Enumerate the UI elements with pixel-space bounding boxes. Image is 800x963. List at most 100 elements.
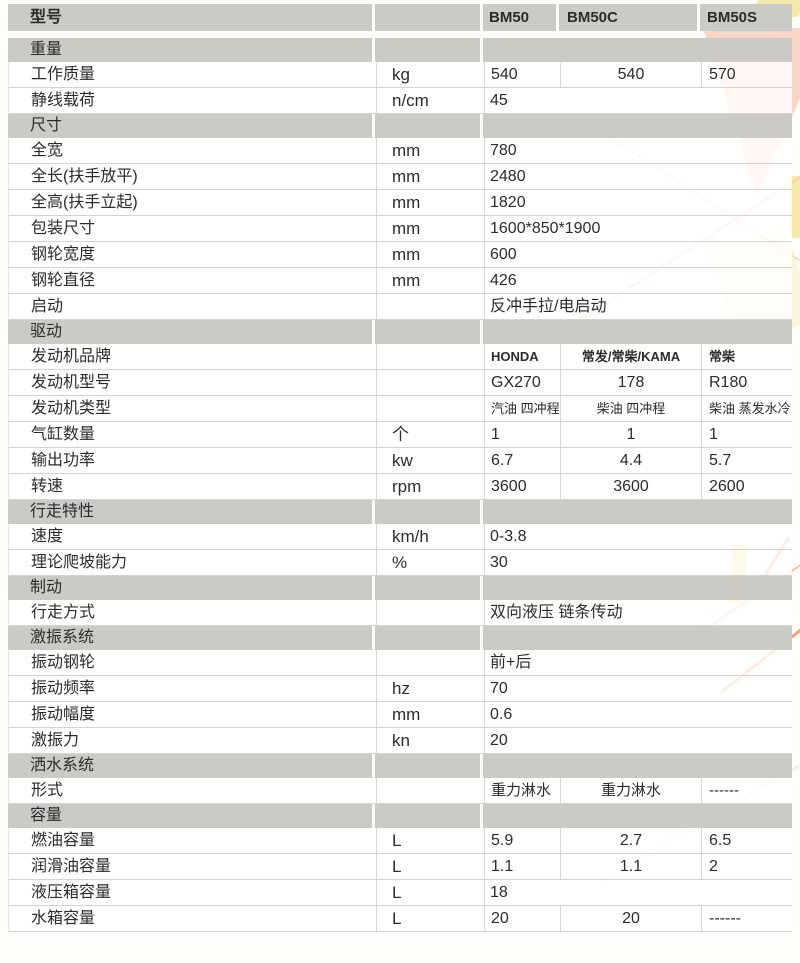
row-value-all-models: 780 xyxy=(484,138,793,163)
row-unit: mm xyxy=(376,164,484,189)
model-header-bm50s: BM50S xyxy=(700,4,792,31)
row-unit: % xyxy=(376,550,484,575)
row-value-bm50c: 540 xyxy=(560,62,701,87)
row-unit: mm xyxy=(376,242,484,267)
row-value-all-models: 2480 xyxy=(484,164,793,189)
row-unit: L xyxy=(376,880,484,905)
row-value-bm50: 1 xyxy=(484,422,560,447)
row-label: 液压箱容量 xyxy=(31,884,112,901)
row-label: 振动频率 xyxy=(31,680,96,697)
row-label: 发动机类型 xyxy=(31,400,112,417)
row-unit: mm xyxy=(376,190,484,215)
row-label: 启动 xyxy=(31,298,64,315)
section-bar-segment xyxy=(483,500,792,524)
row-unit: rpm xyxy=(376,474,484,499)
section-bar-segment xyxy=(375,500,483,524)
section-bar-segment xyxy=(483,804,792,828)
row-unit: n/cm xyxy=(376,88,484,113)
section-bar-segment xyxy=(483,320,792,344)
row-unit: mm xyxy=(376,216,484,241)
row-value-bm50s: ------ xyxy=(701,778,793,803)
spec-row: 振动钢轮 前+后 xyxy=(8,650,792,676)
row-value-bm50: 6.7 xyxy=(484,448,560,473)
row-label: 全长(扶手放平) xyxy=(31,168,138,185)
row-value-bm50s: 2 xyxy=(701,854,793,879)
row-label: 发动机品牌 xyxy=(31,348,112,365)
row-value-bm50s: 570 xyxy=(701,62,793,87)
section-bar-segment xyxy=(375,320,483,344)
row-value-all-models: 双向液压 链条传动 xyxy=(484,600,793,625)
row-value-all-models: 1600*850*1900 xyxy=(484,216,793,241)
section-title: 激振系统 xyxy=(8,626,375,650)
row-label: 发动机型号 xyxy=(31,374,112,391)
row-label: 钢轮直径 xyxy=(31,272,96,289)
row-unit: hz xyxy=(376,676,484,701)
section-title: 重量 xyxy=(8,38,375,62)
row-label: 润滑油容量 xyxy=(31,858,112,875)
row-label: 水箱容量 xyxy=(31,910,96,927)
section-header: 激振系统 xyxy=(8,626,792,650)
row-unit: kn xyxy=(376,728,484,753)
spec-row: 全高(扶手立起) mm 1820 xyxy=(8,190,792,216)
section-header: 容量 xyxy=(8,804,792,828)
table-header-row: 型号 BM50 BM50C BM50S xyxy=(8,4,792,31)
row-value-bm50c: 1.1 xyxy=(560,854,701,879)
spec-row: 输出功率 kw 6.7 4.4 5.7 xyxy=(8,448,792,474)
row-value-all-models: 20 xyxy=(484,728,793,753)
section-header: 驱动 xyxy=(8,320,792,344)
row-label: 工作质量 xyxy=(31,66,96,83)
row-value-all-models: 18 xyxy=(484,880,793,905)
spec-row: 振动幅度 mm 0.6 xyxy=(8,702,792,728)
row-label: 全高(扶手立起) xyxy=(31,194,138,211)
section-title: 容量 xyxy=(8,804,375,828)
spec-table: 型号 BM50 BM50C BM50S 重量 工作质量 kg 540 540 570 静线载… xyxy=(8,4,792,932)
row-value-bm50: 1.1 xyxy=(484,854,560,879)
row-value-all-models: 反冲手拉/电启动 xyxy=(484,294,793,319)
section-bar-segment xyxy=(483,576,792,600)
spec-row: 静线载荷 n/cm 45 xyxy=(8,88,792,114)
row-value-bm50: 3600 xyxy=(484,474,560,499)
row-value-bm50c: 4.4 xyxy=(560,448,701,473)
row-value-bm50s: 2600 xyxy=(701,474,793,499)
row-value-all-models: 1820 xyxy=(484,190,793,215)
row-label: 转速 xyxy=(31,478,64,495)
spec-row: 钢轮直径 mm 426 xyxy=(8,268,792,294)
spec-row: 发动机型号 GX270 178 R180 xyxy=(8,370,792,396)
row-value-all-models: 30 xyxy=(484,550,793,575)
section-header: 尺寸 xyxy=(8,114,792,138)
section-bar-segment xyxy=(483,114,792,138)
row-label: 振动幅度 xyxy=(31,706,96,723)
spec-row: 润滑油容量 L 1.1 1.1 2 xyxy=(8,854,792,880)
row-unit: L xyxy=(376,828,484,853)
row-unit: mm xyxy=(376,702,484,727)
spec-row: 工作质量 kg 540 540 570 xyxy=(8,62,792,88)
row-unit: kw xyxy=(376,448,484,473)
row-value-bm50c: 20 xyxy=(560,906,701,931)
row-value-bm50s: 常柴 xyxy=(701,344,793,369)
row-unit: km/h xyxy=(376,524,484,549)
spec-row: 发动机品牌 HONDA 常发/常柴/KAMA 常柴 xyxy=(8,344,792,370)
section-bar-segment xyxy=(375,576,483,600)
row-label: 静线载荷 xyxy=(31,92,96,109)
section-title: 洒水系统 xyxy=(8,754,375,778)
row-value-bm50: 540 xyxy=(484,62,560,87)
spec-row: 气缸数量个 1 1 1 xyxy=(8,422,792,448)
section-bar-segment xyxy=(483,626,792,650)
spec-row: 全宽 mm 780 xyxy=(8,138,792,164)
row-unit: mm xyxy=(376,138,484,163)
row-value-bm50s: 1 xyxy=(701,422,793,447)
spec-row: 包装尺寸 mm 1600*850*1900 xyxy=(8,216,792,242)
spec-row: 形式 重力淋水 重力淋水 ------ xyxy=(8,778,792,804)
row-value-all-models: 70 xyxy=(484,676,793,701)
row-value-all-models: 0.6 xyxy=(484,702,793,727)
row-value-bm50s: R180 xyxy=(701,370,793,395)
spec-row: 理论爬坡能力% 30 xyxy=(8,550,792,576)
row-value-bm50c: 2.7 xyxy=(560,828,701,853)
row-unit xyxy=(376,778,484,803)
row-value-bm50c: 重力淋水 xyxy=(560,778,701,803)
row-value-bm50s: 柴油 蒸发水冷 xyxy=(701,396,793,421)
row-label: 输出功率 xyxy=(31,452,96,469)
row-label: 燃油容量 xyxy=(31,832,96,849)
row-value-bm50s: 6.5 xyxy=(701,828,793,853)
row-label: 行走方式 xyxy=(31,604,96,621)
